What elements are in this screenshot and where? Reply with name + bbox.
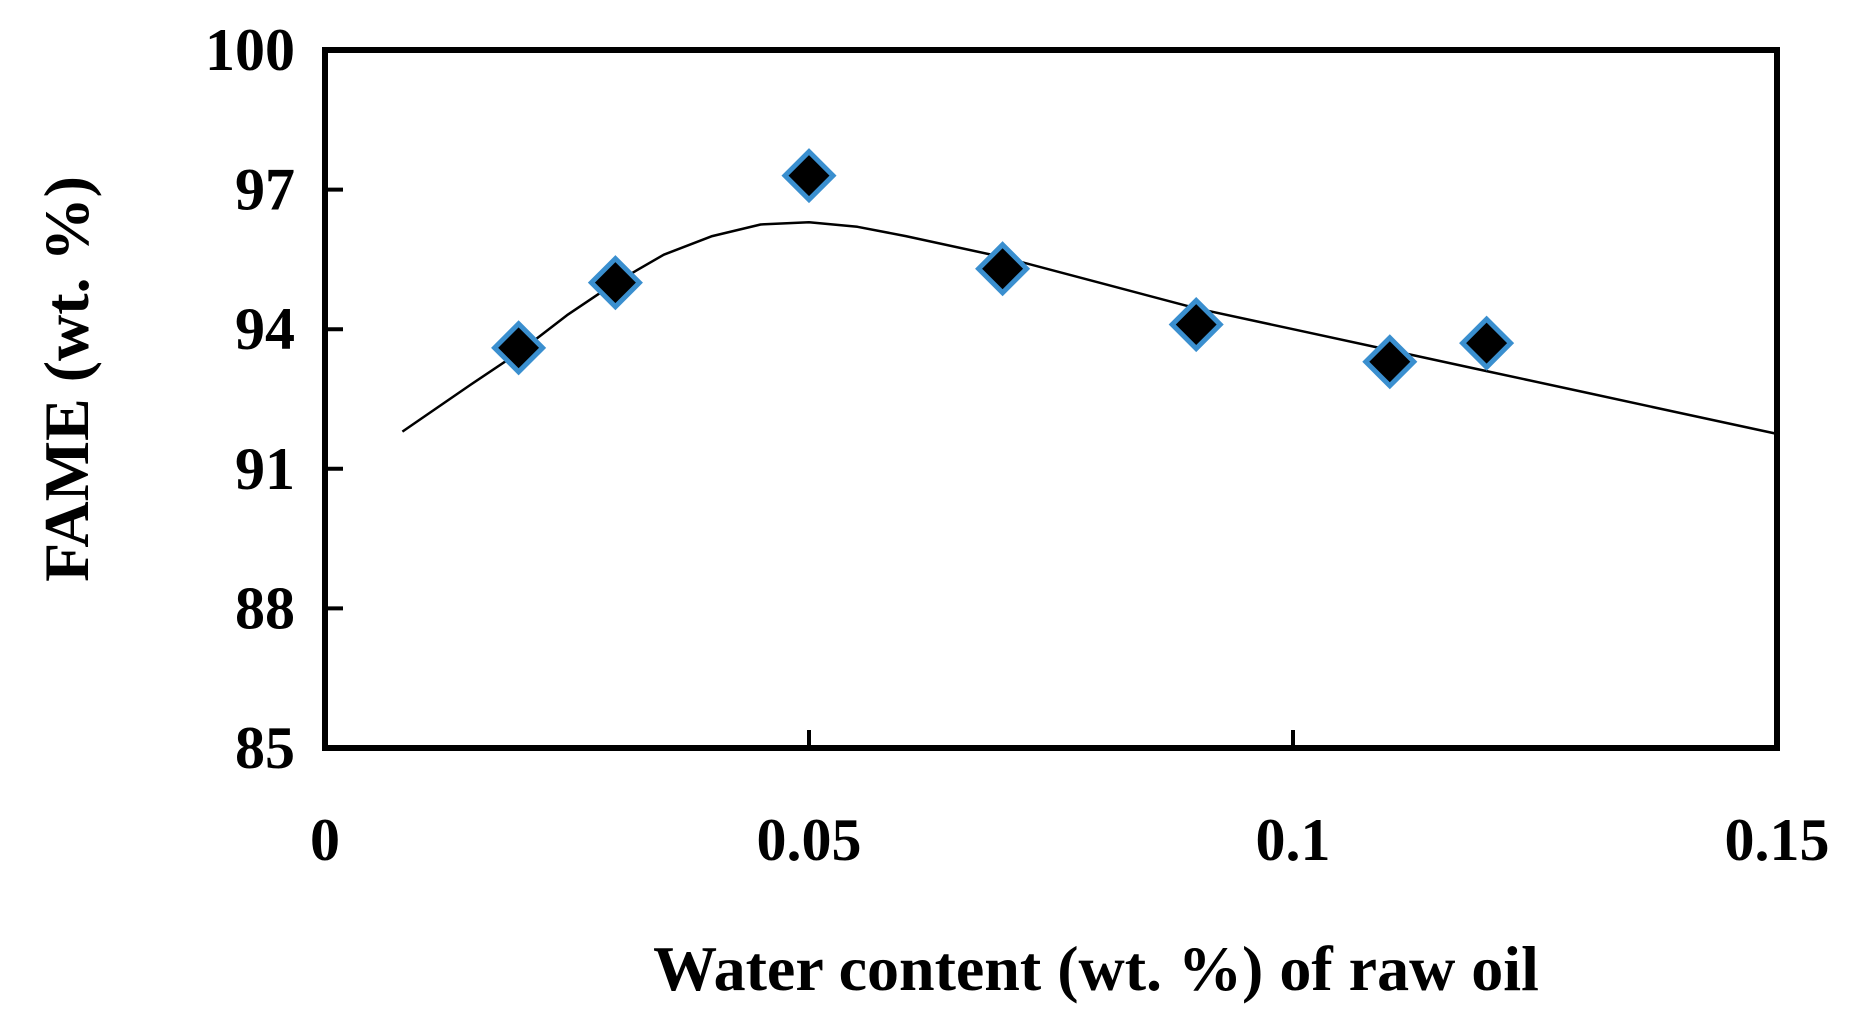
fit-curve-layer (401, 220, 1778, 436)
y-tick-label: 94 (235, 296, 295, 362)
x-tick-label: 0.05 (757, 807, 862, 873)
y-tick-label: 100 (205, 17, 295, 83)
data-point-diamond (975, 241, 1031, 297)
data-point-diamond (587, 255, 643, 311)
y-axis-title: FAME (wt. %) (31, 176, 102, 582)
y-tick-label: 88 (235, 575, 295, 641)
x-axis-title: Water content (wt. %) of raw oil (653, 933, 1539, 1004)
fit-curve (401, 220, 1778, 436)
x-tick-label: 0 (310, 807, 340, 873)
x-tick-label: 0.15 (1725, 807, 1830, 873)
data-point-diamond (1362, 334, 1418, 390)
data-point-diamond (491, 320, 547, 376)
data-point-diamond (1459, 315, 1515, 371)
y-tick-label: 91 (235, 436, 295, 502)
axis-ticks (323, 48, 1779, 750)
x-tick-label: 0.1 (1256, 807, 1331, 873)
data-points (491, 148, 1515, 390)
y-tick-label: 85 (235, 715, 295, 781)
data-point-diamond (1168, 297, 1224, 353)
data-point-diamond (781, 148, 837, 204)
tick-labels: 85 88 91 94 97 100 0 0.05 0.1 0.15 (205, 17, 1830, 873)
plot-area-frame (322, 47, 1780, 751)
y-tick-label: 97 (235, 157, 295, 223)
